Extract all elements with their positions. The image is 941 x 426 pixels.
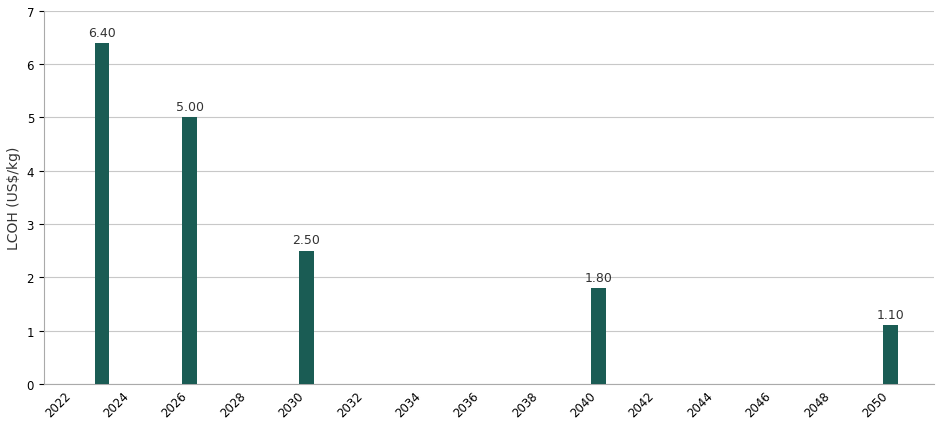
Bar: [299, 251, 313, 384]
Text: 2.50: 2.50: [293, 234, 320, 247]
Text: 1.80: 1.80: [584, 271, 613, 284]
Bar: [883, 325, 898, 384]
Bar: [591, 288, 606, 384]
Text: 6.40: 6.40: [88, 26, 116, 40]
Bar: [183, 118, 197, 384]
Text: 5.00: 5.00: [176, 101, 203, 114]
Text: 1.10: 1.10: [876, 308, 904, 321]
Bar: [95, 44, 109, 384]
Y-axis label: LCOH (US$/kg): LCOH (US$/kg): [7, 147, 21, 250]
